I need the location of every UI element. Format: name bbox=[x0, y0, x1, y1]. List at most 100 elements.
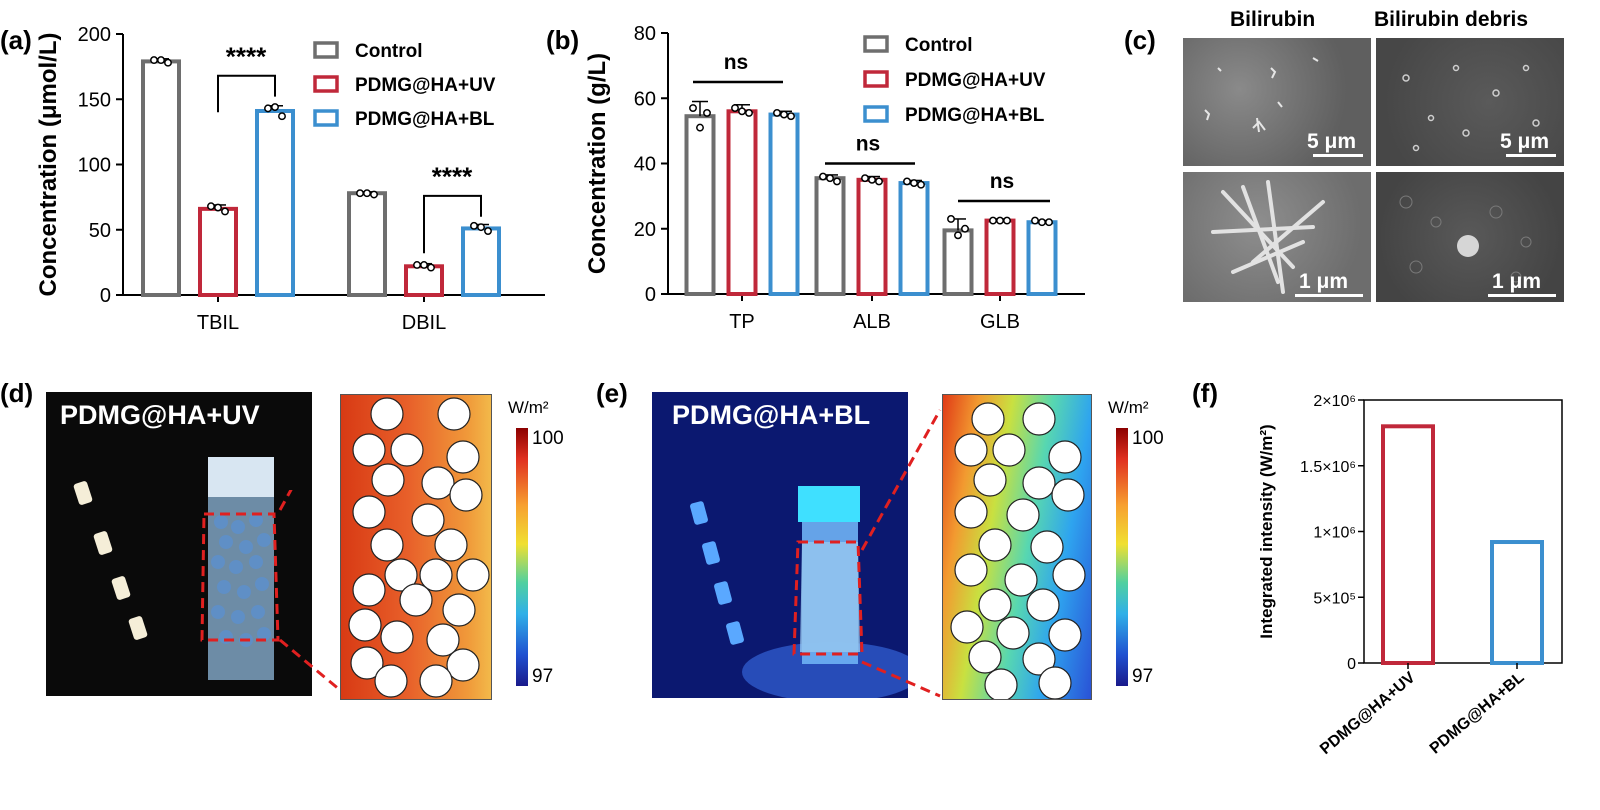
bar-PDMG@HA+BL bbox=[255, 108, 295, 298]
colorbar-min-e: 97 bbox=[1132, 666, 1154, 687]
data-point bbox=[278, 112, 286, 121]
data-point bbox=[917, 180, 925, 189]
chart-b-proteins: 0 20 40 60 80 Concentration (g/L) TP ALB GLB Cont… bbox=[584, 23, 1085, 333]
legend-swatch bbox=[863, 70, 889, 88]
bar-PDMG@HA+UV bbox=[726, 109, 758, 296]
scalebar-label: 5 μm bbox=[1500, 130, 1550, 153]
bar-PDMG@HA+UV bbox=[984, 218, 1016, 296]
y-tick-label: 200 bbox=[78, 24, 111, 46]
bar-PDMG@HA+BL bbox=[1490, 540, 1544, 666]
bar-PDMG@HA+UV bbox=[856, 177, 888, 296]
legend-swatch bbox=[313, 41, 339, 59]
data-point bbox=[420, 261, 428, 269]
data-point bbox=[1045, 218, 1053, 227]
data-point bbox=[738, 107, 746, 116]
sem-title-debris: Bilirubin debris bbox=[1374, 8, 1529, 31]
data-point bbox=[696, 123, 704, 132]
legend-label: PDMG@HA+BL bbox=[355, 109, 495, 130]
significance-label: ns bbox=[990, 170, 1015, 193]
data-point bbox=[954, 231, 962, 240]
panel-label-e: (e) bbox=[596, 378, 628, 408]
y-tick-label: 0 bbox=[645, 284, 656, 306]
legend-label: Control bbox=[355, 41, 423, 62]
significance-bracket bbox=[217, 74, 276, 113]
bar-PDMG@HA+UV bbox=[1381, 424, 1435, 665]
data-point bbox=[164, 58, 172, 67]
panel-label-f: (f) bbox=[1192, 378, 1218, 408]
data-point bbox=[947, 215, 955, 223]
data-point bbox=[413, 261, 421, 269]
data-point bbox=[470, 221, 478, 230]
data-point bbox=[356, 189, 364, 198]
data-point bbox=[826, 174, 834, 183]
data-point bbox=[861, 174, 869, 183]
y-tick-label: 20 bbox=[634, 219, 656, 241]
data-point bbox=[868, 175, 876, 184]
y-tick-label: 40 bbox=[634, 154, 656, 176]
sem-image-debris-5um: 5 μm bbox=[1376, 38, 1564, 166]
panel-label-d: (d) bbox=[0, 378, 34, 408]
zoom-lines-e bbox=[860, 409, 942, 698]
data-point bbox=[157, 56, 165, 65]
data-point bbox=[780, 110, 788, 119]
bar-PDMG@HA+BL bbox=[461, 226, 501, 298]
y-tick-label: 50 bbox=[89, 220, 111, 242]
significance-label: **** bbox=[432, 161, 473, 191]
data-point bbox=[996, 216, 1004, 225]
y-tick-label: 150 bbox=[78, 89, 111, 111]
legend-swatch bbox=[863, 35, 889, 53]
colorbar-e bbox=[1116, 428, 1128, 686]
bar-Control bbox=[684, 114, 716, 296]
data-point bbox=[427, 263, 435, 272]
data-point bbox=[787, 112, 795, 121]
legend-label: Control bbox=[905, 35, 973, 56]
y-tick-label: 0 bbox=[100, 285, 111, 307]
data-point bbox=[910, 179, 918, 188]
bar-PDMG@HA+UV bbox=[404, 264, 444, 298]
data-point bbox=[689, 104, 697, 112]
panel-label-c: (c) bbox=[1124, 25, 1156, 55]
legend-label: PDMG@HA+UV bbox=[905, 70, 1046, 91]
data-point bbox=[484, 227, 492, 236]
bar-PDMG@HA+BL bbox=[898, 181, 930, 296]
bar-Control bbox=[141, 59, 181, 297]
data-point bbox=[1031, 216, 1039, 225]
data-point bbox=[773, 108, 781, 117]
legend-label: PDMG@HA+UV bbox=[355, 75, 496, 96]
significance-label: ns bbox=[856, 132, 881, 155]
y-tick-label: 2×10⁶ bbox=[1313, 393, 1356, 410]
colorbar-d bbox=[516, 428, 528, 686]
x-tick-label: GLB bbox=[980, 311, 1020, 333]
sem-image-debris-1um: 1 μm bbox=[1376, 172, 1564, 302]
zoom-lines-d bbox=[278, 490, 341, 692]
photo-title-uv: PDMG@HA+UV bbox=[60, 400, 260, 430]
y-tick-label: 0 bbox=[1347, 656, 1356, 673]
heatmap-uv bbox=[340, 394, 492, 700]
sem-image-bilirubin-5um: 5 μm bbox=[1183, 38, 1371, 166]
colorbar-unit-e: W/m² bbox=[1108, 398, 1149, 417]
photo-title-bl: PDMG@HA+BL bbox=[672, 400, 871, 430]
bar-Control bbox=[814, 176, 846, 296]
bar-PDMG@HA+BL bbox=[768, 112, 800, 296]
data-point bbox=[370, 190, 378, 199]
y-tick-label: 100 bbox=[78, 155, 111, 177]
bar-PDMG@HA+UV bbox=[198, 206, 238, 297]
data-point bbox=[745, 108, 753, 117]
data-point bbox=[214, 203, 222, 212]
data-point bbox=[271, 103, 279, 112]
bar-PDMG@HA+BL bbox=[1026, 220, 1058, 297]
x-tick-label: PDMG@HA+UV bbox=[1317, 669, 1419, 758]
data-point bbox=[477, 223, 485, 232]
sem-image-bilirubin-1um: 1 μm bbox=[1183, 172, 1371, 302]
data-point bbox=[363, 189, 371, 198]
data-point bbox=[150, 56, 158, 65]
legend-label: PDMG@HA+BL bbox=[905, 105, 1045, 126]
data-point bbox=[961, 224, 969, 233]
data-point bbox=[264, 104, 272, 113]
data-point bbox=[833, 177, 841, 186]
legend-swatch bbox=[863, 105, 889, 123]
y-tick-label: 5×10⁵ bbox=[1313, 590, 1356, 607]
data-point bbox=[1038, 218, 1046, 227]
y-tick-label: 1.5×10⁶ bbox=[1300, 459, 1356, 476]
scalebar-label: 1 μm bbox=[1492, 270, 1542, 293]
